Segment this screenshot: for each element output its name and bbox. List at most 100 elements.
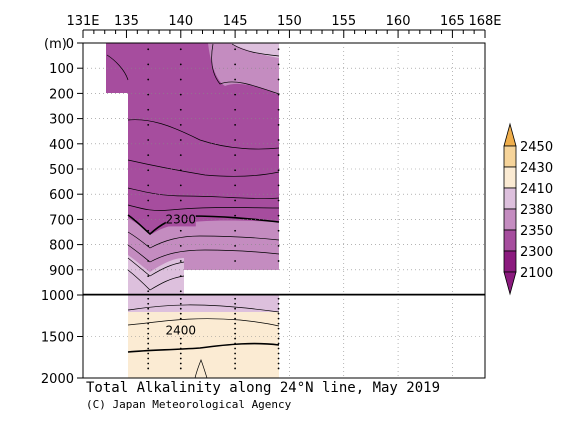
y-tick-label: 500: [49, 163, 74, 178]
station-dot: [147, 362, 150, 365]
station-dot: [277, 169, 280, 172]
section-fill-deep-upper: [128, 255, 184, 294]
colorbar-segment: [503, 229, 517, 252]
x-tick-label: 160: [386, 14, 411, 29]
station-dot: [147, 63, 150, 66]
station-dot: [179, 244, 182, 247]
station-dot: [179, 124, 182, 126]
y-tick-label: 300: [49, 113, 74, 128]
station-dot: [147, 154, 150, 157]
station-dot: [277, 347, 280, 350]
station-dot: [147, 275, 150, 277]
station-dot: [277, 317, 280, 320]
station-dot: [277, 312, 280, 315]
station-dot: [234, 357, 237, 360]
station-dot: [147, 124, 150, 126]
colorbar-label: 2300: [520, 245, 553, 260]
station-dot: [277, 48, 280, 51]
colorbar-label: 2430: [520, 161, 553, 176]
y-tick-label: 2000: [41, 372, 74, 387]
station-dot: [234, 244, 237, 247]
station-dot: [147, 260, 150, 262]
station-dot: [234, 347, 237, 350]
section-fill-surface-dark: [208, 43, 279, 95]
station-dot: [179, 352, 182, 355]
station-dot: [234, 229, 237, 232]
contour-line: [127, 257, 185, 277]
contour-line: [106, 54, 129, 81]
station-dot: [277, 362, 280, 365]
station-dot: [277, 352, 280, 355]
contour-line: [127, 304, 280, 313]
station-dot: [179, 108, 182, 111]
y-unit-label: (m): [44, 37, 67, 52]
station-dot: [277, 332, 280, 335]
station-dot: [147, 93, 150, 96]
station-dot: [179, 302, 182, 305]
station-dot: [234, 154, 237, 157]
station-dot: [179, 357, 182, 360]
station-dot: [234, 124, 237, 126]
station-dot: [234, 352, 237, 355]
station-dot: [277, 63, 280, 66]
station-dot: [234, 367, 237, 370]
contour-label: 2300: [166, 212, 197, 226]
station-dot: [147, 48, 150, 51]
station-dot: [179, 337, 182, 340]
colorbar-label: 2350: [520, 224, 553, 239]
credit-text: (C) Japan Meteorological Agency: [86, 398, 292, 411]
station-dot: [179, 229, 182, 232]
contour-labels: 2300 2400: [165, 211, 197, 338]
station-dot: [147, 332, 150, 335]
contour-label: 2400: [166, 324, 197, 338]
station-dot: [234, 48, 237, 51]
station-dot: [277, 93, 280, 96]
station-dot: [179, 184, 182, 187]
station-dot: [179, 297, 182, 300]
station-dot: [147, 139, 150, 141]
y-tick-label: 700: [49, 213, 74, 228]
station-dot: [147, 352, 150, 355]
x-tick-label: 150: [277, 14, 302, 29]
station-dot: [147, 317, 150, 320]
station-dot: [234, 317, 237, 320]
contour-line: [194, 359, 208, 379]
station-dot: [277, 337, 280, 340]
station-dot: [234, 362, 237, 365]
contour-line: [127, 204, 280, 211]
station-dot: [234, 108, 237, 111]
station-dot: [179, 63, 182, 66]
station-dot: [147, 307, 150, 310]
station-dot: [234, 169, 237, 172]
y-tick-label: 0: [66, 37, 74, 52]
colorbar-bottom-arrow: [503, 271, 517, 296]
x-tick-label: 140: [168, 14, 193, 29]
colorbar-top-arrow: [503, 122, 517, 147]
station-dot: [234, 337, 237, 340]
station-dot: [234, 184, 237, 187]
station-dot: [179, 93, 182, 96]
station-dot: [234, 342, 237, 345]
station-dot: [277, 322, 280, 325]
station-dot: [147, 337, 150, 340]
station-dot: [147, 312, 150, 315]
station-dot: [147, 327, 150, 330]
station-dot: [234, 260, 237, 262]
station-dot: [277, 327, 280, 330]
station-dot: [277, 297, 280, 300]
station-dot: [277, 307, 280, 310]
station-dot: [234, 199, 237, 202]
contour-line: [127, 119, 280, 150]
station-dot: [234, 302, 237, 305]
y-tick-label: 600: [49, 188, 74, 203]
station-dot: [277, 199, 280, 202]
station-dot: [234, 214, 237, 217]
contour-label-bg: [165, 322, 196, 338]
station-dot: [277, 260, 280, 262]
station-dot: [234, 327, 237, 330]
station-dot: [147, 199, 150, 202]
y-tick-label: 200: [49, 87, 74, 102]
station-dot: [179, 169, 182, 172]
station-dot: [277, 214, 280, 217]
